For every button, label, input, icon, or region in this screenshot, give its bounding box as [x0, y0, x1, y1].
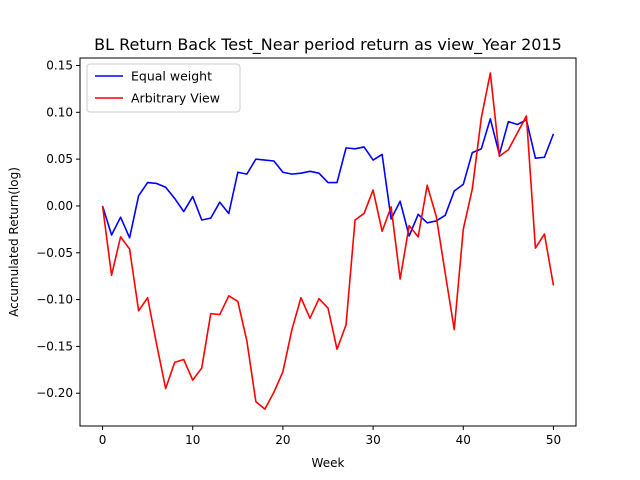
y-tick-label: 0.15 — [46, 58, 73, 72]
plot-area — [79, 57, 577, 427]
legend-box — [86, 63, 241, 113]
x-tick-label: 40 — [456, 433, 471, 447]
y-tick-label: −0.15 — [36, 339, 73, 353]
y-tick-label: −0.10 — [36, 293, 73, 307]
series-group — [101, 72, 555, 410]
y-tick-label: 0.00 — [46, 199, 73, 213]
series-line-0 — [101, 118, 555, 239]
x-axis-label: Week — [312, 456, 345, 470]
chart-title: BL Return Back Test_Near period return a… — [94, 35, 562, 55]
legend-label-1: Arbitrary View — [131, 91, 220, 106]
x-tick-label: 0 — [99, 433, 107, 447]
y-tick-label: −0.20 — [36, 386, 73, 400]
y-tick-label: 0.05 — [46, 152, 73, 166]
x-tick-label: 30 — [365, 433, 380, 447]
y-tick-label: −0.05 — [36, 246, 73, 260]
series-line-1 — [101, 72, 555, 410]
x-axis: 0 10 20 30 40 50 — [99, 426, 561, 447]
legend: Equal weight Arbitrary View — [86, 63, 241, 113]
y-axis-label: Accumulated Return(log) — [7, 167, 21, 317]
x-tick-label: 10 — [185, 433, 200, 447]
x-tick-label: 50 — [546, 433, 561, 447]
legend-label-0: Equal weight — [131, 69, 212, 84]
x-tick-label: 20 — [275, 433, 290, 447]
y-tick-label: 0.10 — [46, 105, 73, 119]
y-axis: 0.15 0.10 0.05 0.00 −0.05 −0.10 −0.15 −0.20 — [36, 58, 80, 400]
